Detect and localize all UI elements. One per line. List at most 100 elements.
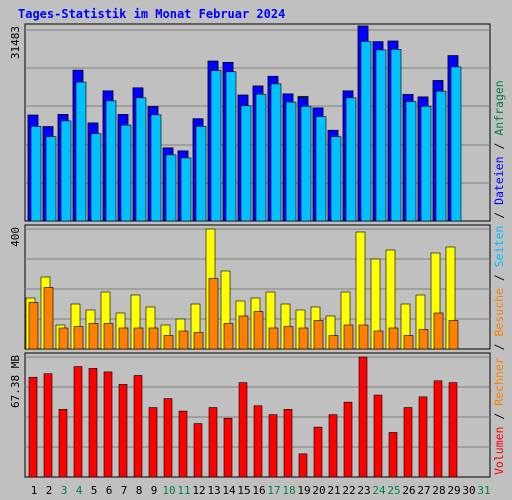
bar-volumen xyxy=(343,401,353,478)
bar-volumen xyxy=(58,409,68,478)
x-tick-label: 8 xyxy=(136,484,143,497)
bar-seiten xyxy=(150,114,162,222)
bar-seiten xyxy=(90,133,102,222)
bar-rechner xyxy=(313,320,324,350)
bar-volumen xyxy=(88,368,98,478)
bar-volumen xyxy=(133,375,143,478)
x-tick-label: 2 xyxy=(46,484,53,497)
x-tick-label: 17 xyxy=(267,484,280,497)
bar-seiten xyxy=(120,124,132,222)
y-max-label-middle: 400 xyxy=(9,227,22,247)
bar-seiten xyxy=(375,49,387,222)
bar-rechner xyxy=(163,335,174,350)
bar-rechner xyxy=(448,320,459,350)
bar-seiten xyxy=(315,116,327,222)
bar-volumen xyxy=(163,398,173,478)
x-tick-label: 29 xyxy=(447,484,460,497)
bar-rechner xyxy=(268,327,279,350)
x-tick-label: 22 xyxy=(342,484,355,497)
bar-volumen xyxy=(418,396,428,478)
legend-entry: Besuche xyxy=(492,288,506,337)
bar-volumen xyxy=(388,432,398,478)
bar-seiten xyxy=(345,97,357,222)
bar-seiten xyxy=(30,126,42,222)
bar-volumen xyxy=(103,371,113,478)
bar-rechner xyxy=(373,330,384,350)
x-tick-label: 6 xyxy=(106,484,113,497)
bar-seiten xyxy=(420,106,432,222)
y-max-label-bottom: 67.38 MB xyxy=(9,355,22,408)
bar-volumen xyxy=(253,405,263,478)
legend-entry: / xyxy=(492,136,506,157)
x-tick-label: 18 xyxy=(282,484,295,497)
x-tick-label: 26 xyxy=(402,484,415,497)
x-tick-label: 10 xyxy=(162,484,175,497)
x-tick-label: 13 xyxy=(207,484,220,497)
x-tick-label: 12 xyxy=(192,484,205,497)
x-tick-label: 14 xyxy=(222,484,236,497)
bar-rechner xyxy=(43,287,54,350)
legend-entry: / xyxy=(492,337,506,358)
bar-volumen xyxy=(433,380,443,478)
x-tick-label: 25 xyxy=(387,484,400,497)
legend-entry: Dateien xyxy=(492,156,506,204)
bar-rechner xyxy=(193,332,204,350)
bar-rechner xyxy=(238,315,249,350)
bar-rechner xyxy=(28,302,39,350)
x-tick-label: 16 xyxy=(252,484,265,497)
x-tick-label: 1 xyxy=(31,484,38,497)
bar-seiten xyxy=(330,136,342,222)
bar-seiten xyxy=(255,93,267,222)
bar-rechner xyxy=(253,311,264,350)
x-tick-label: 5 xyxy=(91,484,98,497)
bar-volumen xyxy=(223,417,233,478)
legend-entry: Seiten xyxy=(492,226,506,268)
bar-volumen xyxy=(283,409,293,478)
bar-rechner xyxy=(343,324,354,350)
bar-volumen xyxy=(73,366,83,478)
bar-rechner xyxy=(148,327,159,350)
bar-seiten xyxy=(195,126,207,222)
bar-seiten xyxy=(165,154,177,222)
legend-entry: / xyxy=(492,406,506,427)
bar-seiten xyxy=(435,90,447,222)
bar-rechner xyxy=(223,323,234,350)
bar-seiten xyxy=(225,71,237,222)
x-tick-label: 31 xyxy=(477,484,490,497)
x-tick-label: 7 xyxy=(121,484,128,497)
bar-volumen xyxy=(118,384,128,478)
bar-volumen xyxy=(208,407,218,478)
bar-rechner xyxy=(403,335,414,350)
bar-volumen xyxy=(448,382,458,478)
bar-seiten xyxy=(210,70,222,222)
x-tick-label: 9 xyxy=(151,484,158,497)
bar-seiten xyxy=(405,101,417,222)
bar-seiten xyxy=(270,83,282,222)
y-max-label-top: 31483 xyxy=(9,26,22,59)
bar-rechner xyxy=(88,323,99,350)
chart-title: Tages-Statistik im Monat Februar 2024 xyxy=(18,7,286,21)
bar-volumen xyxy=(148,407,158,478)
bar-rechner xyxy=(433,312,444,350)
bar-rechner xyxy=(283,326,294,350)
x-tick-label: 19 xyxy=(297,484,310,497)
bar-rechner xyxy=(208,278,219,350)
bar-seiten xyxy=(360,41,372,222)
bar-seiten xyxy=(180,157,192,222)
bar-seiten xyxy=(240,105,252,222)
bar-rechner xyxy=(103,323,114,350)
legend-entry: Volumen xyxy=(492,427,506,475)
bar-seiten xyxy=(450,66,462,222)
bar-volumen xyxy=(298,453,308,478)
bar-seiten xyxy=(285,101,297,222)
x-tick-label: 30 xyxy=(462,484,475,497)
bar-volumen xyxy=(178,410,188,478)
bar-seiten xyxy=(45,136,57,222)
x-tick-label: 23 xyxy=(357,484,370,497)
x-tick-label: 24 xyxy=(372,484,386,497)
bar-volumen xyxy=(193,423,203,478)
legend-entry: / xyxy=(492,205,506,226)
bar-volumen xyxy=(358,356,368,478)
bar-volumen xyxy=(238,382,248,478)
